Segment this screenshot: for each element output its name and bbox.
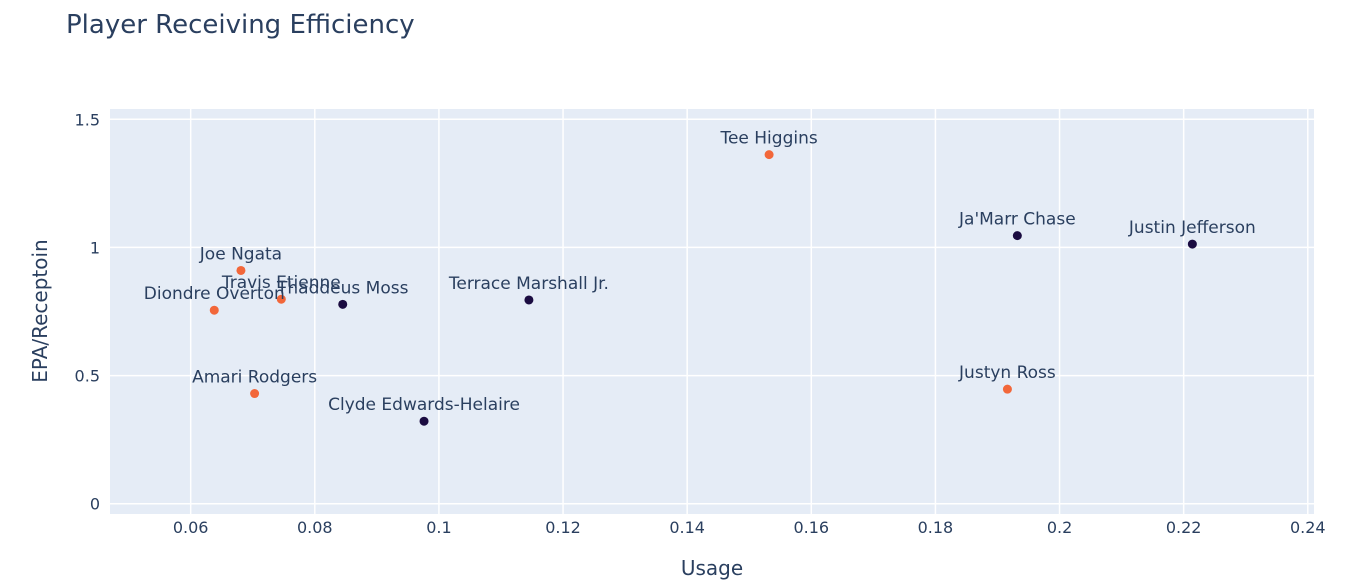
data-point-label: Terrace Marshall Jr.	[448, 274, 609, 294]
x-tick-label: 0.06	[173, 518, 209, 537]
data-point	[338, 299, 348, 309]
data-point-label: Diondre Overton	[144, 284, 285, 304]
x-tick-label: 0.24	[1290, 518, 1326, 537]
data-point-label: Tee Higgins	[719, 129, 817, 149]
x-tick-label: 0.18	[918, 518, 954, 537]
data-point	[250, 389, 260, 399]
y-tick-label: 1	[90, 238, 100, 257]
data-point-label: Justin Jefferson	[1128, 218, 1256, 238]
y-tick-label: 0.5	[75, 367, 100, 386]
data-point	[1012, 231, 1022, 241]
data-point	[276, 294, 286, 304]
x-axis-title: Usage	[681, 556, 743, 580]
x-tick-label: 0.2	[1047, 518, 1072, 537]
y-tick-label: 1.5	[75, 110, 100, 129]
chart-title: Player Receiving Efficiency	[66, 10, 415, 40]
data-point	[419, 416, 429, 426]
x-tick-label: 0.16	[793, 518, 829, 537]
x-tick-label: 0.1	[426, 518, 451, 537]
data-point	[764, 150, 774, 160]
y-tick-label: 0	[90, 495, 100, 514]
data-point-label: Clyde Edwards-Helaire	[328, 395, 520, 415]
y-axis-title: EPA/Receptoin	[28, 239, 52, 382]
data-point-label: Travis Etienne	[221, 273, 341, 293]
data-point-label: Amari Rodgers	[192, 368, 317, 388]
data-point-label: Ja'Marr Chase	[958, 210, 1076, 230]
data-point	[209, 305, 219, 315]
data-point	[1002, 384, 1012, 394]
data-point	[236, 265, 246, 275]
data-labels: Tee Higgins Ja'Marr Chase Justin Jefferson…	[144, 129, 1256, 416]
x-tick-label: 0.08	[297, 518, 333, 537]
x-tick-label: 0.12	[545, 518, 581, 537]
x-axis-ticks: 0.06 0.08 0.1 0.12 0.14 0.16 0.18 0.2 0.22 0.24	[173, 518, 1326, 537]
x-tick-label: 0.22	[1166, 518, 1202, 537]
data-point	[1187, 239, 1197, 249]
x-tick-label: 0.14	[669, 518, 705, 537]
y-axis-ticks: 0 0.5 1 1.5	[75, 110, 100, 513]
plot-area	[110, 109, 1314, 514]
data-points	[209, 150, 1197, 426]
data-point-label: Justyn Ross	[958, 363, 1056, 383]
data-point	[524, 295, 534, 305]
grid-lines	[110, 109, 1314, 514]
data-point-label: Joe Ngata	[199, 244, 282, 264]
data-point-label: Thaddeus Moss	[276, 278, 409, 298]
